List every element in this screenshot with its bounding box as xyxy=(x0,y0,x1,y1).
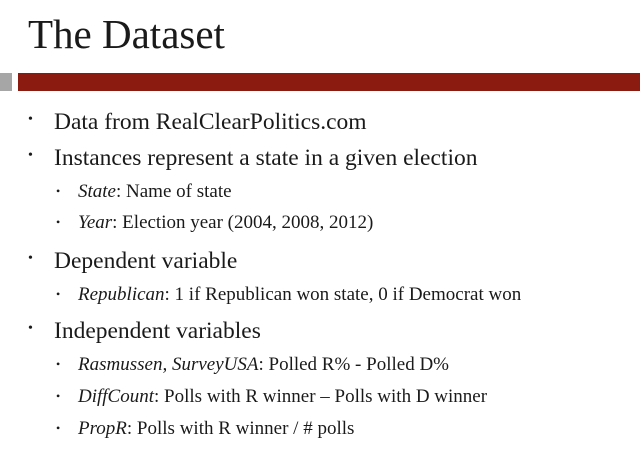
sub-bullet-text: PropR: Polls with R winner / # polls xyxy=(78,416,354,442)
bullet-text: Independent variables xyxy=(54,318,261,344)
variable-name: Republican xyxy=(78,284,165,305)
sub-bullet-text: State: Name of state xyxy=(78,179,232,205)
variable-description: : Polls with R winner – Polls with D win… xyxy=(154,386,488,407)
variable-description: : Polled R% - Polled D% xyxy=(258,354,449,375)
bullet-text: Dependent variable xyxy=(54,248,238,274)
title-bar-side-block xyxy=(0,73,12,91)
bullet-text: Data from RealClearPolitics.com xyxy=(54,109,367,135)
bullet-dot-icon: • xyxy=(56,184,61,198)
variable-name: Rasmussen, SurveyUSA xyxy=(78,354,259,375)
variable-name: State xyxy=(78,181,116,202)
sub-bullet-text: Republican: 1 if Republican won state, 0… xyxy=(78,282,521,308)
variable-name: DiffCount xyxy=(78,386,155,407)
variable-description: : Name of state xyxy=(116,181,232,202)
bullet-dot-icon: • xyxy=(56,389,61,403)
bullet-dot-icon: • xyxy=(56,215,61,229)
title-accent-bar xyxy=(18,73,640,91)
variable-name: Year xyxy=(78,212,113,233)
variable-name: PropR xyxy=(78,418,127,439)
bullet-dot-icon: • xyxy=(56,357,61,371)
bullet-text: Instances represent a state in a given e… xyxy=(54,145,478,171)
bullet-dot-icon: • xyxy=(28,112,33,127)
sub-bullet-text: Year: Election year (2004, 2008, 2012) xyxy=(78,210,373,236)
bullet-dot-icon: • xyxy=(56,421,61,435)
sub-bullet-text: Rasmussen, SurveyUSA: Polled R% - Polled… xyxy=(78,352,449,378)
bullet-dot-icon: • xyxy=(56,287,61,301)
variable-description: : Polls with R winner / # polls xyxy=(126,418,355,439)
sub-bullet-text: DiffCount: Polls with R winner – Polls w… xyxy=(78,384,487,410)
bullet-dot-icon: • xyxy=(28,148,33,163)
slide-title: The Dataset xyxy=(28,11,225,57)
variable-description: : Election year (2004, 2008, 2012) xyxy=(112,212,374,233)
bullet-dot-icon: • xyxy=(28,321,33,336)
variable-description: : 1 if Republican won state, 0 if Democr… xyxy=(164,284,522,305)
bullet-dot-icon: • xyxy=(28,251,33,266)
